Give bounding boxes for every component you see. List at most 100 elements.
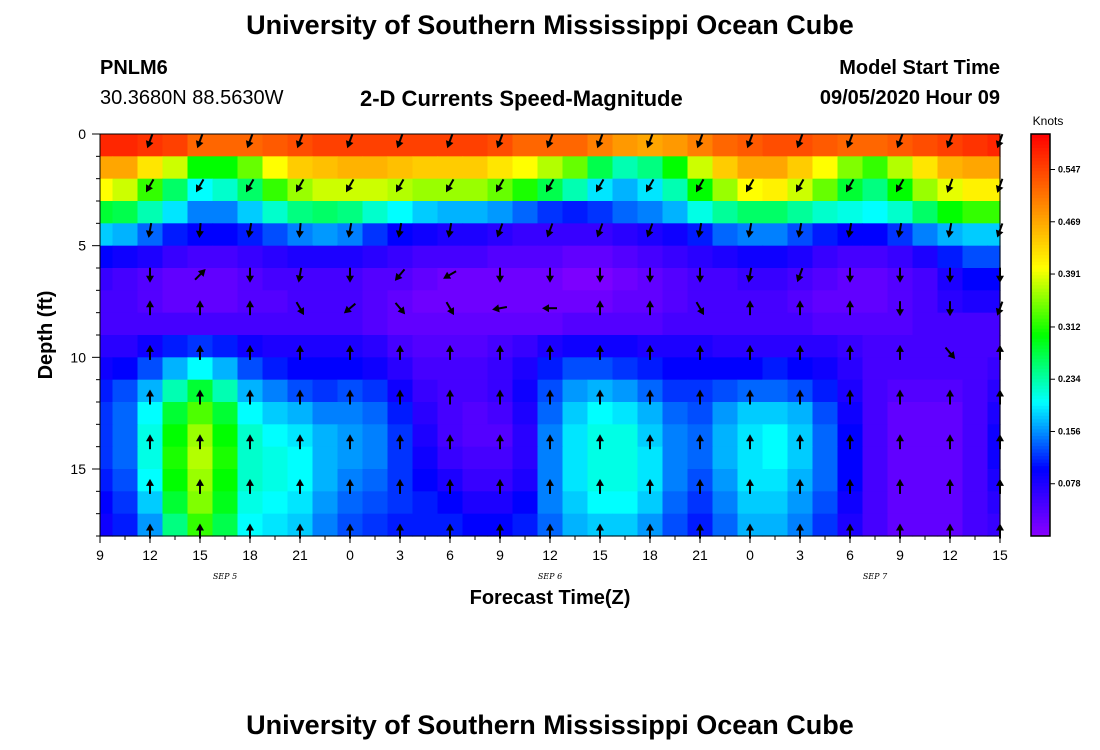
heatmap-cell bbox=[237, 357, 264, 381]
heatmap-cell bbox=[162, 402, 189, 425]
x-tick-label: 0 bbox=[746, 547, 754, 563]
current-arrow bbox=[896, 301, 904, 317]
heatmap-cell bbox=[912, 290, 939, 314]
heatmap-cell bbox=[512, 379, 539, 403]
current-arrow bbox=[846, 267, 854, 283]
heatmap-cell bbox=[312, 513, 339, 537]
heatmap-cell bbox=[312, 245, 339, 269]
current-arrow bbox=[696, 478, 704, 494]
heatmap-cell bbox=[812, 491, 839, 515]
heatmap-cell bbox=[212, 513, 239, 537]
x-tick-label: 0 bbox=[346, 547, 354, 563]
heatmap-cell bbox=[762, 513, 789, 537]
colorbar-segment bbox=[1031, 241, 1050, 246]
heatmap-cell bbox=[612, 134, 639, 157]
current-arrow bbox=[946, 301, 954, 317]
heatmap-cell bbox=[262, 201, 289, 224]
main-title: University of Southern Mississippi Ocean… bbox=[246, 10, 854, 40]
heatmap-cell bbox=[912, 513, 939, 537]
colorbar-tick-label: 0.469 bbox=[1058, 217, 1081, 227]
heatmap-cell bbox=[987, 223, 1001, 247]
heatmap-cell bbox=[187, 156, 214, 180]
station-id: PNLM6 bbox=[100, 57, 168, 79]
heatmap-cell bbox=[462, 268, 489, 291]
heatmap-cell bbox=[287, 402, 314, 425]
colorbar-segment bbox=[1031, 371, 1050, 376]
heatmap-cell bbox=[287, 178, 314, 202]
current-arrow bbox=[846, 478, 854, 494]
heatmap-cell bbox=[712, 201, 739, 224]
heatmap-cell bbox=[487, 491, 514, 515]
heatmap-cell bbox=[537, 201, 564, 224]
colorbar-segment bbox=[1031, 355, 1050, 359]
current-arrow bbox=[596, 300, 604, 316]
heatmap-cell bbox=[987, 379, 1001, 403]
heatmap-cell bbox=[212, 134, 239, 157]
heatmap-cell bbox=[112, 402, 139, 425]
current-arrow bbox=[945, 222, 954, 238]
heatmap-cell bbox=[962, 201, 989, 224]
colorbar-segment bbox=[1031, 207, 1050, 212]
colorbar-segment bbox=[1031, 442, 1050, 447]
heatmap-cell bbox=[662, 178, 689, 202]
colorbar-segment bbox=[1031, 227, 1050, 232]
heatmap-cell bbox=[362, 223, 389, 247]
heatmap-cell bbox=[262, 379, 289, 403]
heatmap-cell bbox=[287, 201, 314, 224]
heatmap-cell bbox=[137, 156, 164, 180]
current-arrow bbox=[596, 389, 604, 405]
colorbar-segment bbox=[1031, 224, 1050, 229]
heatmap-cell bbox=[612, 268, 639, 291]
heatmap-cell bbox=[287, 312, 314, 336]
heatmap-cell bbox=[312, 156, 339, 180]
heatmap-cell bbox=[662, 156, 689, 180]
colorbar-segment bbox=[1031, 472, 1050, 477]
current-arrow bbox=[896, 478, 904, 494]
heatmap-cell bbox=[787, 446, 814, 470]
heatmap-cell bbox=[312, 469, 339, 492]
heatmap-cell bbox=[612, 513, 639, 537]
current-arrow bbox=[446, 434, 454, 450]
colorbar-segment bbox=[1031, 170, 1050, 175]
heatmap-cells bbox=[100, 134, 1001, 537]
heatmap-cell bbox=[962, 402, 989, 425]
colorbar-tick-label: 0.391 bbox=[1058, 269, 1081, 279]
colorbar-segment bbox=[1031, 519, 1050, 524]
heatmap-cell bbox=[287, 156, 314, 180]
heatmap-cell bbox=[112, 223, 139, 247]
heatmap-cell bbox=[987, 201, 1001, 224]
current-arrow bbox=[496, 478, 504, 494]
heatmap-cell bbox=[262, 513, 289, 537]
heatmap-cell bbox=[387, 357, 414, 381]
heatmap-cell bbox=[487, 245, 514, 269]
heatmap-cell bbox=[412, 134, 439, 157]
heatmap-cell bbox=[762, 335, 789, 358]
current-arrow bbox=[145, 222, 154, 238]
current-arrow bbox=[796, 434, 804, 450]
heatmap-cell bbox=[312, 335, 339, 358]
colorbar-segment bbox=[1031, 485, 1050, 490]
heatmap-cell bbox=[512, 134, 539, 157]
heatmap-cell bbox=[387, 201, 414, 224]
heatmap-cell bbox=[537, 312, 564, 336]
colorbar-segment bbox=[1031, 184, 1050, 189]
heatmap-cell bbox=[137, 178, 164, 202]
heatmap-cell bbox=[362, 178, 389, 202]
y-tick-label: 0 bbox=[78, 126, 86, 142]
current-arrow bbox=[446, 344, 454, 360]
heatmap-cell bbox=[512, 156, 539, 180]
x-tick-label: 18 bbox=[642, 547, 658, 563]
colorbar-segment bbox=[1031, 525, 1050, 530]
heatmap-cell bbox=[512, 513, 539, 537]
heatmap-cell bbox=[462, 446, 489, 470]
current-arrow bbox=[146, 267, 154, 283]
current-arrow bbox=[745, 222, 754, 238]
x-tick-label: 21 bbox=[292, 547, 308, 563]
heatmap-cell bbox=[212, 223, 239, 247]
colorbar-segment bbox=[1031, 157, 1050, 162]
heatmap-cell bbox=[987, 424, 1001, 448]
heatmap-cell bbox=[987, 469, 1001, 492]
heatmap-cell bbox=[387, 312, 414, 336]
heatmap-cell bbox=[437, 357, 464, 381]
heatmap-cell bbox=[737, 357, 764, 381]
